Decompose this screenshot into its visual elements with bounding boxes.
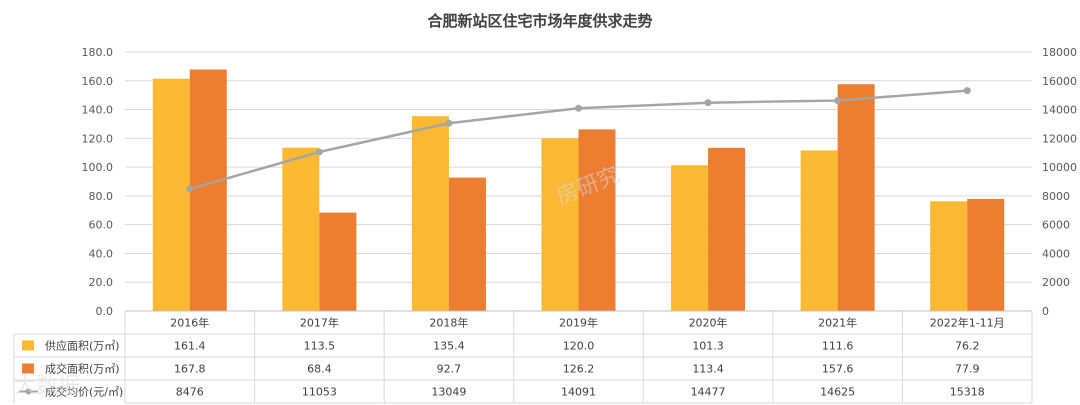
left-tick-label: 180.0 <box>82 46 114 59</box>
left-tick-label: 60.0 <box>89 219 114 232</box>
transaction-bar <box>189 69 227 311</box>
data-label: 113.5 <box>304 340 336 353</box>
supply-bar <box>282 147 320 311</box>
data-label: 77.9 <box>955 363 980 376</box>
left-tick-label: 0.0 <box>96 305 114 318</box>
left-y-axis: 0.0 20.0 40.0 60.0 80.0 100.0 120.0 140.0 160.0 1… <box>82 46 114 318</box>
price-point <box>963 87 971 95</box>
legend-label: 供应面积(万㎡) <box>45 339 120 353</box>
right-tick-label: 8000 <box>1042 190 1070 203</box>
category-label: 2021年 <box>818 316 857 330</box>
price-point <box>315 148 323 156</box>
supply-bar <box>930 201 968 311</box>
data-label: 14091 <box>561 386 596 399</box>
transaction-bar <box>319 212 357 311</box>
right-tick-label: 18000 <box>1042 46 1077 59</box>
category-label: 2016年 <box>170 316 209 330</box>
category-label: 2018年 <box>429 316 468 330</box>
category-label: 2022年1-11月 <box>930 316 1005 330</box>
price-point <box>186 185 194 193</box>
data-label: 11053 <box>302 386 337 399</box>
category-label: 2020年 <box>689 316 728 330</box>
price-point <box>575 104 582 112</box>
transaction-bar <box>448 177 486 311</box>
right-tick-label: 10000 <box>1042 161 1077 174</box>
left-tick-label: 140.0 <box>82 104 114 117</box>
price-point <box>834 97 842 105</box>
right-tick-label: 14000 <box>1042 104 1077 117</box>
left-tick-label: 120.0 <box>82 132 114 145</box>
left-tick-label: 160.0 <box>82 75 114 88</box>
data-label: 68.4 <box>307 363 332 376</box>
left-tick-label: 80.0 <box>89 190 114 203</box>
right-tick-label: 2000 <box>1042 276 1070 289</box>
supply-bar <box>800 150 838 311</box>
left-tick-label: 100.0 <box>82 161 114 174</box>
legend-label: 成交均价(元/㎡) <box>45 385 123 399</box>
data-label: 13049 <box>431 386 466 399</box>
price-line <box>186 87 971 193</box>
chart-title: 合肥新站区住宅市场年度供求走势 <box>427 12 653 30</box>
data-label: 126.2 <box>563 363 595 376</box>
legend-swatch <box>25 388 32 395</box>
supply-bar <box>152 78 190 311</box>
transaction-bar <box>967 198 1005 311</box>
transaction-bar <box>708 147 746 311</box>
data-label: 8476 <box>176 386 204 399</box>
data-label: 161.4 <box>174 340 206 353</box>
legend-swatch <box>22 363 34 374</box>
data-label: 120.0 <box>563 340 595 353</box>
left-tick-label: 20.0 <box>89 276 114 289</box>
supply-bar <box>671 165 709 311</box>
left-tick-label: 40.0 <box>89 247 114 260</box>
right-tick-label: 0 <box>1042 305 1049 318</box>
category-label: 2017年 <box>300 316 339 330</box>
price-point <box>704 99 712 107</box>
data-label: 14477 <box>691 386 726 399</box>
data-label: 101.3 <box>692 340 724 353</box>
right-tick-label: 12000 <box>1042 132 1077 145</box>
data-label: 92.7 <box>437 363 462 376</box>
transaction-bar <box>578 129 616 311</box>
category-label: 2019年 <box>559 316 598 330</box>
data-table: 2016年 2017年 2018年 2019年 2020年 2021年 2022年1-11月… <box>13 310 1033 404</box>
data-label: 157.6 <box>822 363 854 376</box>
data-label: 76.2 <box>955 340 980 353</box>
data-label: 15318 <box>950 386 985 399</box>
legend-label: 成交面积(万㎡) <box>45 362 120 376</box>
right-tick-label: 4000 <box>1042 247 1070 260</box>
legend-swatch <box>22 340 34 351</box>
supply-bar <box>541 138 579 311</box>
data-label: 111.6 <box>822 340 854 353</box>
transaction-bar <box>837 84 875 311</box>
data-label: 135.4 <box>433 340 465 353</box>
watermark-text: 大数据 <box>14 374 80 399</box>
right-tick-label: 6000 <box>1042 219 1070 232</box>
right-y-axis: 0 2000 4000 6000 8000 10000 12000 14000 16000 180… <box>1042 46 1077 318</box>
right-tick-label: 16000 <box>1042 75 1077 88</box>
data-label: 113.4 <box>692 363 724 376</box>
price-point <box>445 119 453 127</box>
supply-bar <box>411 116 449 312</box>
data-label: 167.8 <box>174 363 206 376</box>
bars <box>152 69 1005 312</box>
data-label: 14625 <box>820 386 855 399</box>
